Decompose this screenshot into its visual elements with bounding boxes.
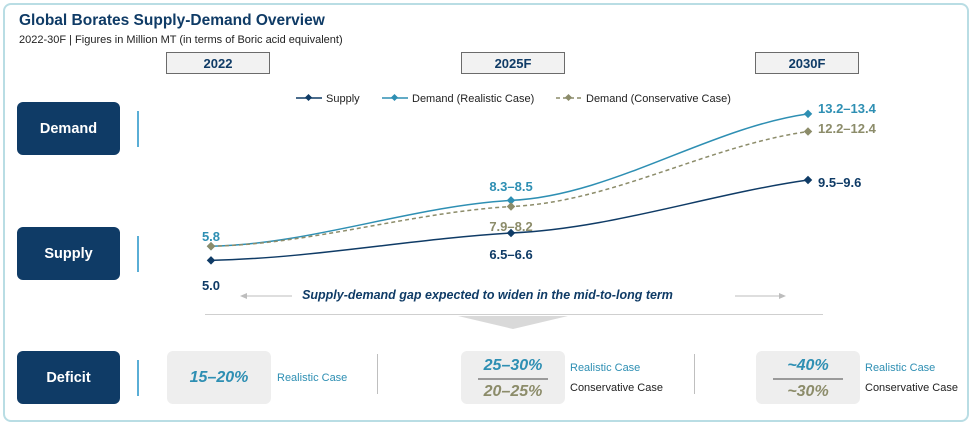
deficit-2025f-realistic: 25–30% [483, 357, 543, 374]
legend-marker-1 [304, 93, 313, 102]
chart-legend: Supply Demand (Realistic Case) Demand (Con… [296, 93, 731, 105]
year-header-2030f: 2030F [755, 52, 859, 74]
deficit-2025f-divider [478, 378, 548, 380]
chart-data-labels: 5.0 6.5–6.6 9.5–9.6 5.8 8.3–8.5 13.2–13.4 7.9–… [202, 101, 877, 293]
deficit-box-2022 [167, 351, 271, 404]
gap-arrow-right-head [779, 293, 786, 299]
gap-arrow-left-head [240, 293, 247, 299]
row-marker-supply [137, 236, 139, 272]
series-1-point-1 [206, 256, 216, 265]
deficit-2030f-conservative-label: Conservative Case [865, 382, 958, 394]
deficit-separator-1 [377, 354, 378, 394]
legend-label-3: Demand (Conservative Case) [586, 93, 731, 105]
year-header-2025f: 2025F [461, 52, 565, 74]
deficit-2022-realistic-label: Realistic Case [277, 372, 348, 384]
down-chevron-icon [458, 316, 568, 329]
deficit-2022-realistic: 15–20% [189, 369, 249, 386]
series-1-point-3 [803, 175, 813, 185]
gap-note: Supply-demand gap expected to widen in t… [302, 288, 673, 302]
data-label-s1-p3: 9.5–9.6 [818, 175, 861, 190]
deficit-2025f-conservative-label: Conservative Case [570, 382, 663, 394]
deficit-box-2025f [461, 351, 565, 404]
data-label-s2-p2: 8.3–8.5 [489, 179, 532, 194]
deficit-2030f-realistic: ~40% [787, 357, 829, 374]
legend-label-2: Demand (Realistic Case) [412, 93, 534, 105]
deficit-2025f-conservative: 20–25% [483, 383, 543, 400]
row-label-supply: Supply [17, 227, 120, 280]
deficit-separator-2 [694, 354, 695, 394]
deficit-2030f-conservative: ~30% [787, 383, 829, 400]
series-3-point-3 [803, 127, 813, 136]
gap-arrows [240, 293, 786, 299]
series-3-point-2 [506, 202, 516, 211]
data-label-s1-p1: 5.0 [202, 278, 220, 293]
row-label-deficit: Deficit [17, 351, 120, 404]
legend-marker-3 [564, 93, 573, 102]
series-3-point-1 [206, 241, 216, 251]
row-marker-deficit [137, 360, 139, 396]
series-2-point-3 [803, 109, 813, 119]
year-header-2022: 2022 [166, 52, 270, 74]
data-label-s3-p2: 7.9–8.2 [489, 219, 532, 234]
page-subtitle: 2022-30F | Figures in Million MT (in ter… [19, 34, 343, 46]
deficit-2030f-divider [773, 378, 843, 380]
page-title: Global Borates Supply-Demand Overview [19, 12, 325, 29]
divider-line [205, 314, 823, 315]
data-label-s3-p3: 12.2–12.4 [818, 121, 877, 136]
deficit-2030f-realistic-label: Realistic Case [865, 362, 936, 374]
row-marker-demand [137, 111, 139, 147]
deficit-2025f-realistic-label: Realistic Case [570, 362, 641, 374]
legend-label-1: Supply [326, 93, 360, 105]
row-label-demand: Demand [17, 102, 120, 155]
data-label-s1-p2: 6.5–6.6 [489, 247, 532, 262]
data-label-s2-p1: 5.8 [202, 229, 220, 244]
data-label-s2-p3: 13.2–13.4 [818, 101, 877, 116]
deficit-box-2030f [756, 351, 860, 404]
legend-marker-2 [390, 93, 399, 102]
